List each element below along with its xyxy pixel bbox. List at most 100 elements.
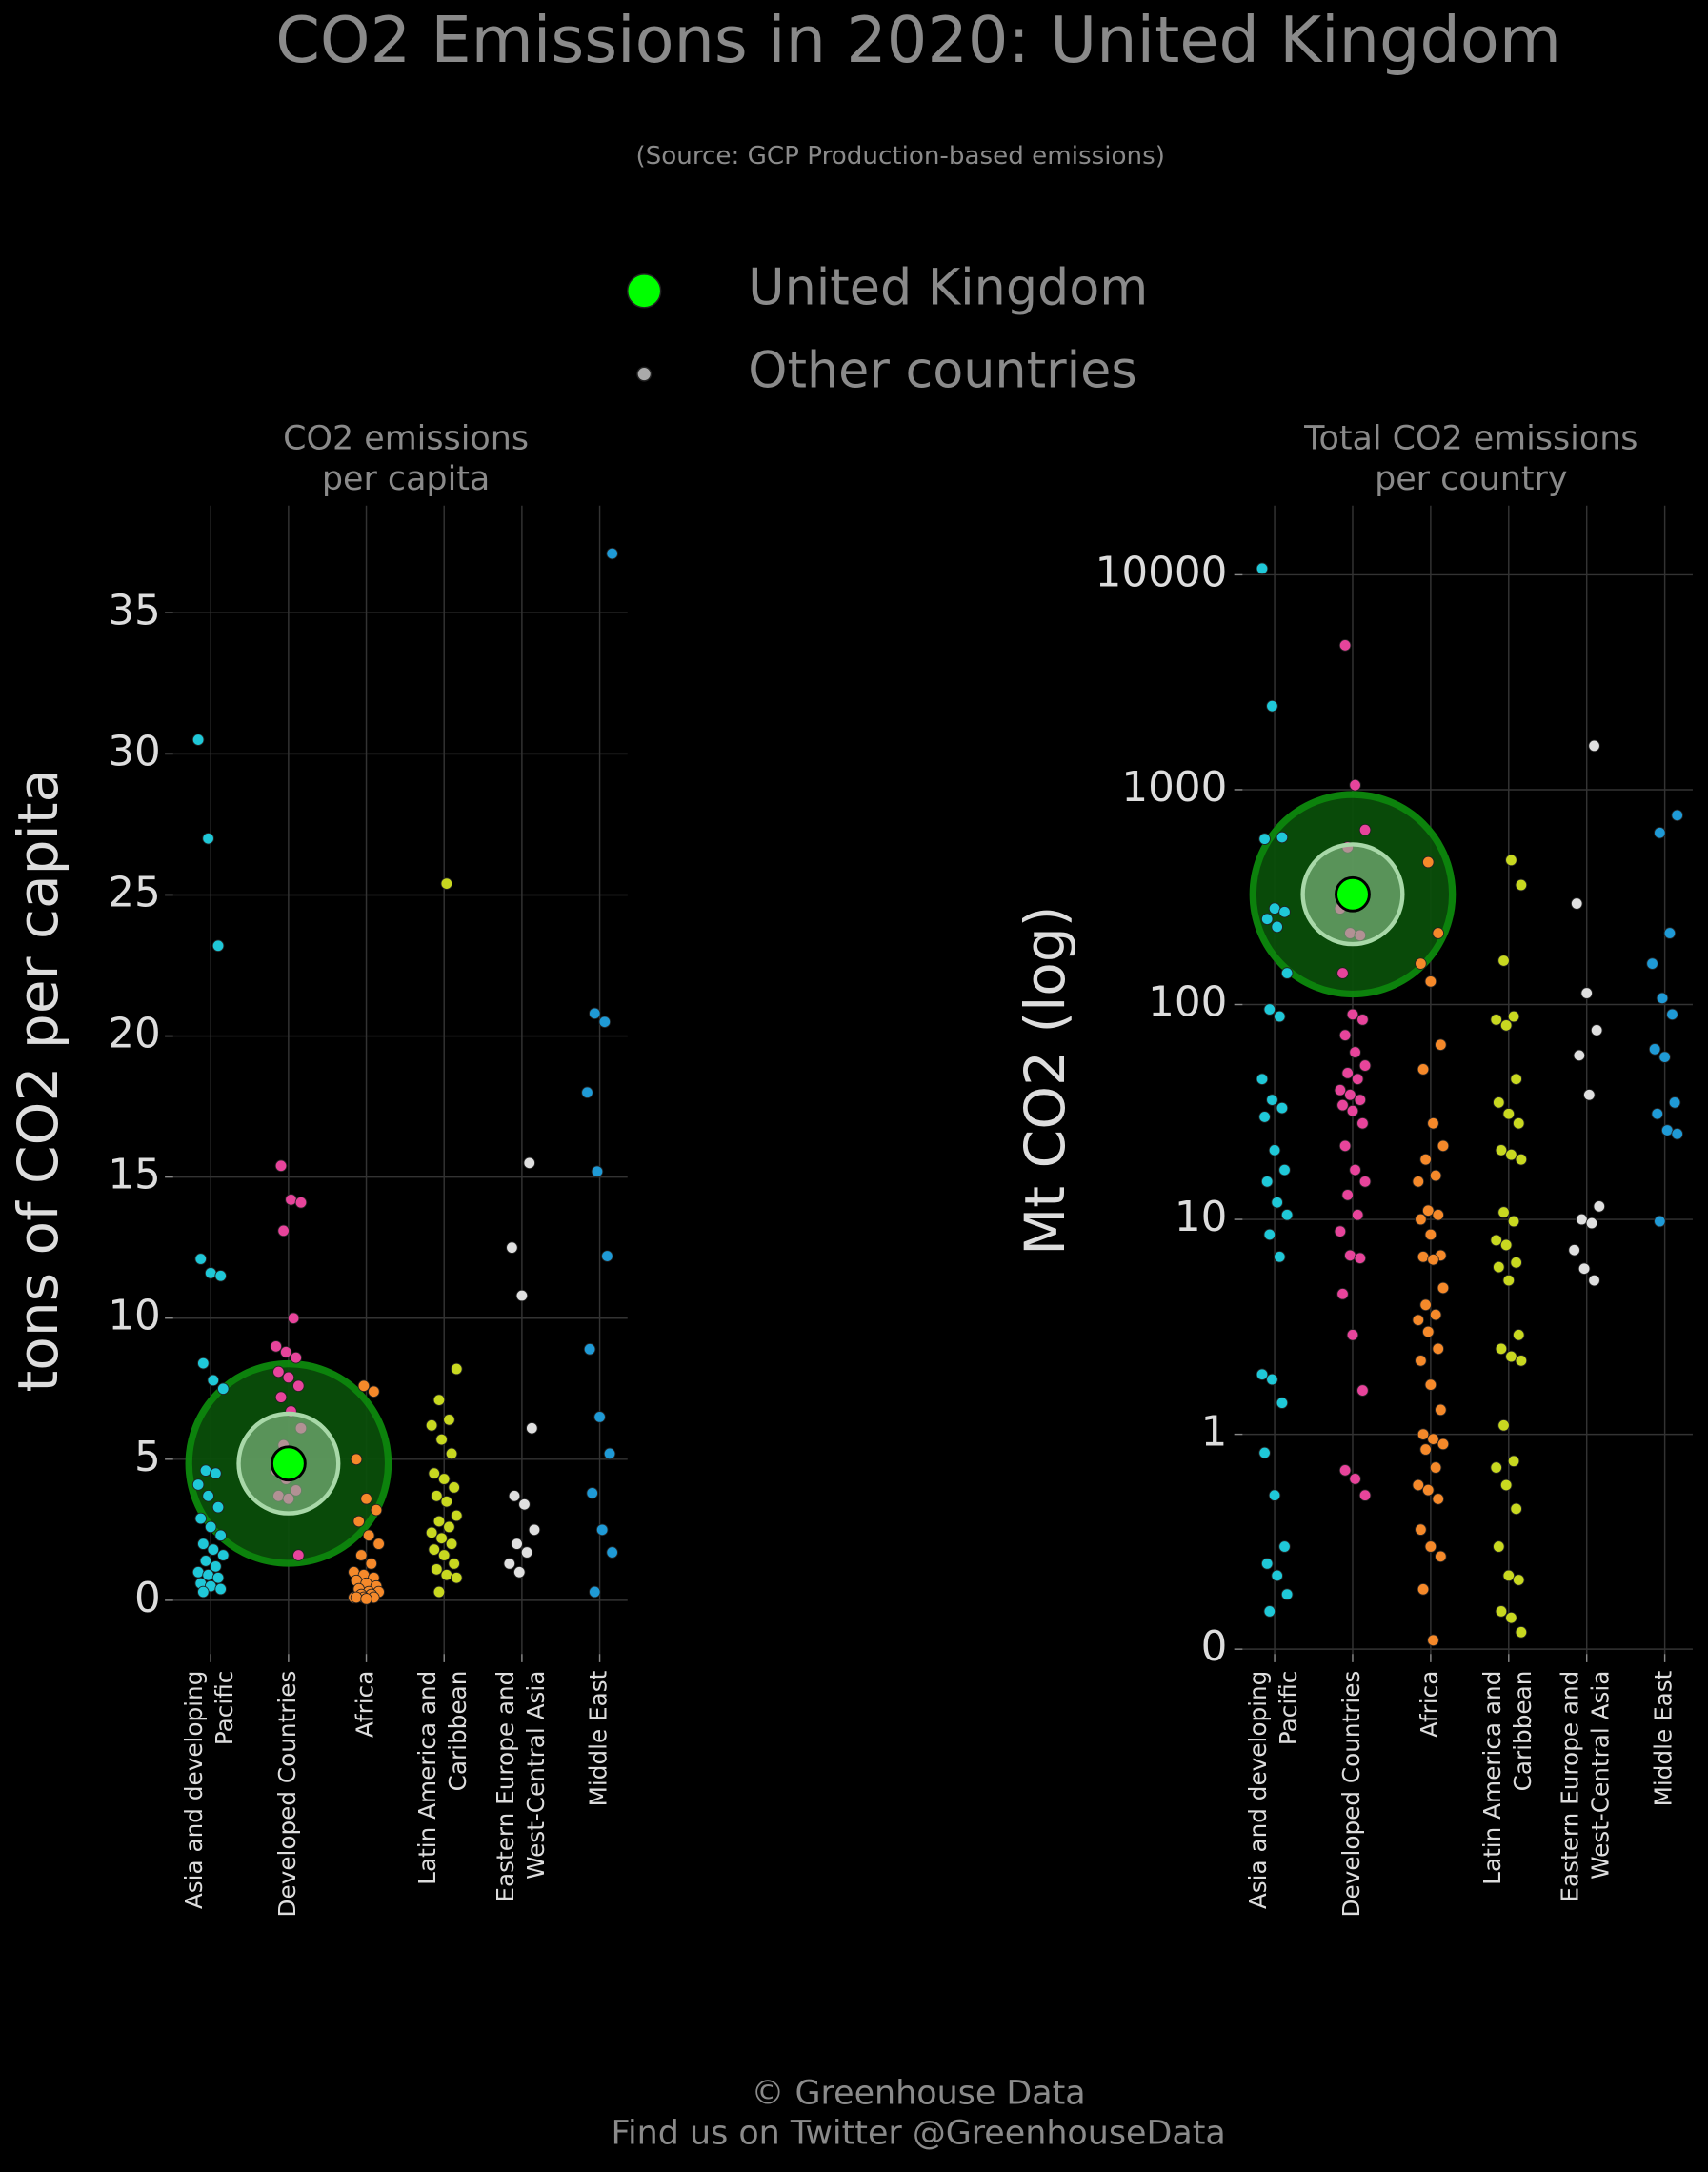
point [448,1558,460,1570]
point [352,1515,365,1528]
point [285,1194,297,1206]
point [1256,1073,1269,1085]
point [365,1558,378,1570]
point [1495,1605,1508,1618]
point [1493,1540,1505,1553]
point [1417,1583,1430,1596]
point [443,1414,455,1426]
x-tick-label: Middle East [585,1670,613,1806]
point [1276,1101,1289,1115]
x-tick-label: Asia and developing Pacific [180,1671,238,1910]
point [451,1362,463,1376]
point [448,1481,460,1494]
point [211,1571,225,1584]
point [1668,1096,1681,1109]
point [1417,1251,1430,1263]
point [515,1289,529,1302]
point [1263,1605,1276,1618]
point [1510,1502,1522,1516]
point [191,1566,205,1579]
y-axis-label: Mt CO2 (log) [1013,905,1077,1255]
point [1358,1176,1372,1188]
y-tick-label: 35 [108,587,161,634]
y-tick-label: 1000 [1121,764,1227,812]
point [511,1538,523,1550]
point [443,1520,455,1534]
point [606,1546,618,1559]
point [1499,1478,1513,1492]
point [1585,1217,1598,1230]
highlight-point [270,1445,307,1482]
point [1346,1008,1359,1021]
point [214,1270,227,1282]
point [1260,1176,1274,1188]
point [1349,1473,1361,1485]
point [191,1478,205,1491]
point [1271,1569,1283,1582]
x-tick-label: Middle East [1650,1670,1678,1806]
point [350,1453,363,1466]
point [1422,1483,1435,1497]
point [1344,1249,1356,1262]
point [290,1351,302,1364]
point [432,1515,446,1528]
point [1429,1308,1442,1321]
point [1424,1378,1437,1391]
point [1495,1144,1508,1156]
point [445,1538,458,1550]
point [1427,1116,1439,1130]
point [1351,1209,1364,1221]
point [593,1411,606,1423]
point [1258,1446,1271,1459]
point [1278,1540,1291,1553]
point [1515,1153,1528,1166]
point [528,1523,541,1537]
point [432,1394,446,1406]
point [360,1493,372,1505]
point [1274,1010,1286,1023]
footer: Find us on Twitter @GreenhouseData [611,2115,1225,2153]
point [370,1503,383,1517]
point [1351,1073,1364,1085]
point [1349,1046,1361,1058]
point [292,1549,305,1561]
point [204,1520,217,1534]
point [202,832,214,845]
point [1419,1298,1432,1312]
point [595,1523,609,1537]
point [520,1546,533,1559]
point [1490,1014,1502,1026]
point [1507,1010,1520,1023]
point [1278,1163,1291,1176]
point [503,1558,516,1570]
point [277,1224,290,1237]
point [1354,1094,1367,1106]
point [357,1379,371,1393]
footer: © Greenhouse Data [752,2075,1086,2113]
point [214,1582,227,1596]
point [282,1371,295,1384]
point [207,1374,220,1387]
point [1412,1478,1425,1492]
point [1256,562,1269,575]
point [428,1467,440,1479]
point [1654,1215,1666,1228]
y-tick-label: 5 [134,1434,161,1481]
point [1415,1213,1427,1226]
point [1258,833,1271,845]
point [1334,1084,1347,1096]
point [1671,1128,1683,1140]
point [1424,975,1437,988]
point [1349,778,1361,792]
point [451,1509,463,1522]
point [199,1555,212,1567]
point [431,1563,443,1576]
point [1424,1540,1437,1553]
point [1271,1196,1283,1209]
point [1429,1461,1442,1474]
point [211,1500,225,1514]
point [217,1382,230,1396]
point [214,1529,227,1542]
highlight-point [1335,875,1371,913]
x-tick-label: Africa [1416,1671,1443,1738]
